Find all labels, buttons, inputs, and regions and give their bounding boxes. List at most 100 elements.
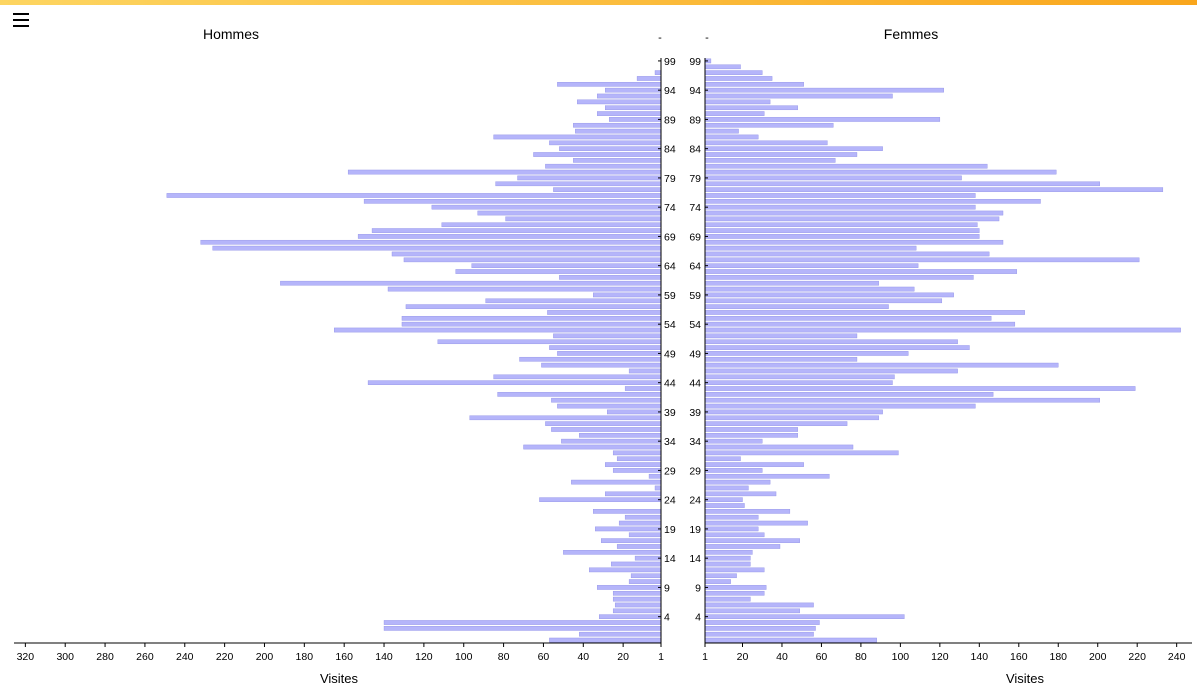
bar-hommes: [363, 199, 662, 204]
bar-hommes: [597, 585, 662, 590]
right-y-tick-label: 29: [689, 465, 701, 477]
bar-femmes: [704, 503, 745, 508]
bar-femmes: [704, 544, 781, 549]
bar-hommes: [357, 234, 662, 239]
bar-hommes: [549, 637, 662, 643]
bar-femmes: [704, 316, 992, 321]
left-y-tick-label: 59: [664, 290, 676, 302]
left-x-tick-label: 240: [176, 651, 194, 663]
bar-hommes: [280, 280, 662, 286]
bar-hommes: [654, 70, 662, 75]
bar-femmes: [704, 620, 820, 625]
bar-hommes: [634, 555, 662, 561]
left-x-tick-label: 180: [296, 651, 314, 663]
left-x-tick-label: 200: [256, 651, 274, 663]
bar-femmes: [704, 199, 1041, 204]
hamburger-menu-icon[interactable]: [13, 13, 29, 27]
bar-femmes: [704, 374, 895, 380]
bar-femmes: [704, 573, 737, 579]
bar-femmes: [704, 409, 883, 415]
bar-hommes: [605, 105, 662, 111]
bar-hommes: [497, 392, 662, 397]
left-y-tick-label: 19: [664, 524, 676, 536]
left-y-tick-label: 74: [664, 202, 676, 214]
bar-hommes: [624, 386, 662, 391]
bar-femmes: [704, 64, 741, 70]
bar-hommes: [605, 491, 662, 497]
right-y-tick-label: 74: [689, 202, 701, 214]
bar-hommes: [605, 462, 662, 467]
bar-femmes: [704, 263, 919, 268]
right-x-tick-label: 240: [1168, 651, 1186, 663]
right-x-tick-label: 140: [971, 651, 989, 663]
bar-hommes: [577, 99, 662, 105]
bar-hommes: [579, 631, 662, 637]
bar-femmes: [704, 269, 1018, 274]
right-x-tick-label: 20: [737, 651, 749, 663]
left-y-tick-label: 69: [664, 231, 676, 243]
bar-femmes: [704, 380, 893, 385]
bar-hommes: [469, 415, 662, 421]
left-y-tick-label: 49: [664, 348, 676, 360]
bar-femmes: [704, 509, 791, 514]
bar-femmes: [704, 134, 759, 140]
bar-hommes: [523, 444, 662, 450]
bar-femmes: [704, 292, 954, 298]
bar-hommes: [597, 111, 662, 116]
bar-femmes: [704, 228, 980, 233]
bar-femmes: [704, 117, 941, 122]
right-x-tick-label: 180: [1049, 651, 1067, 663]
bar-hommes: [628, 532, 662, 538]
bar-femmes: [704, 216, 1000, 222]
left-y-tick-label: 4: [664, 612, 670, 624]
left-y-tick-label: 64: [664, 261, 676, 273]
bar-femmes: [704, 602, 814, 608]
bar-femmes: [704, 444, 854, 450]
top-accent-bar: [0, 0, 1197, 5]
bar-femmes: [704, 456, 741, 462]
bar-hommes: [553, 333, 662, 339]
bar-hommes: [401, 316, 662, 321]
left-x-axis-label: Visites: [320, 671, 359, 684]
right-y-tick-label: 94: [689, 85, 701, 97]
bar-femmes: [704, 76, 773, 81]
bar-femmes: [704, 585, 767, 590]
right-y-tick-label: 59: [689, 290, 701, 302]
right-y-tick-label: 39: [689, 407, 701, 419]
right-x-tick-label: 1: [702, 651, 708, 663]
bar-hommes: [383, 626, 662, 631]
bar-hommes: [618, 520, 662, 526]
left-x-tick-label: 320: [17, 651, 35, 663]
bar-femmes: [704, 427, 798, 432]
bar-femmes: [704, 514, 759, 520]
bar-femmes: [704, 567, 765, 573]
bar-hommes: [455, 269, 662, 274]
bar-femmes: [704, 122, 834, 128]
bar-femmes: [704, 356, 858, 362]
left-y-tick-label: 84: [664, 144, 676, 156]
left-y-tick-label: 39: [664, 407, 676, 419]
bar-hommes: [559, 146, 662, 151]
bar-femmes: [704, 590, 765, 596]
bar-hommes: [371, 228, 662, 233]
bar-hommes: [549, 140, 662, 146]
left-y-tick-label: 29: [664, 465, 676, 477]
bar-femmes: [704, 532, 765, 538]
bar-femmes: [704, 251, 990, 257]
bar-hommes: [605, 87, 662, 93]
bar-hommes: [212, 245, 662, 251]
right-y-tick-label: 34: [689, 436, 701, 448]
bar-femmes: [704, 158, 836, 163]
bar-hommes: [200, 239, 662, 245]
bar-hommes: [517, 175, 662, 181]
right-y-tick-label: 79: [689, 173, 701, 185]
bar-hommes: [367, 380, 662, 385]
bar-hommes: [612, 596, 662, 602]
right-y-tick-label: 49: [689, 348, 701, 360]
bar-femmes: [704, 234, 980, 239]
bar-hommes: [493, 374, 662, 380]
bar-femmes: [704, 561, 751, 567]
bar-hommes: [573, 158, 662, 163]
left-x-tick-label: 100: [455, 651, 473, 663]
